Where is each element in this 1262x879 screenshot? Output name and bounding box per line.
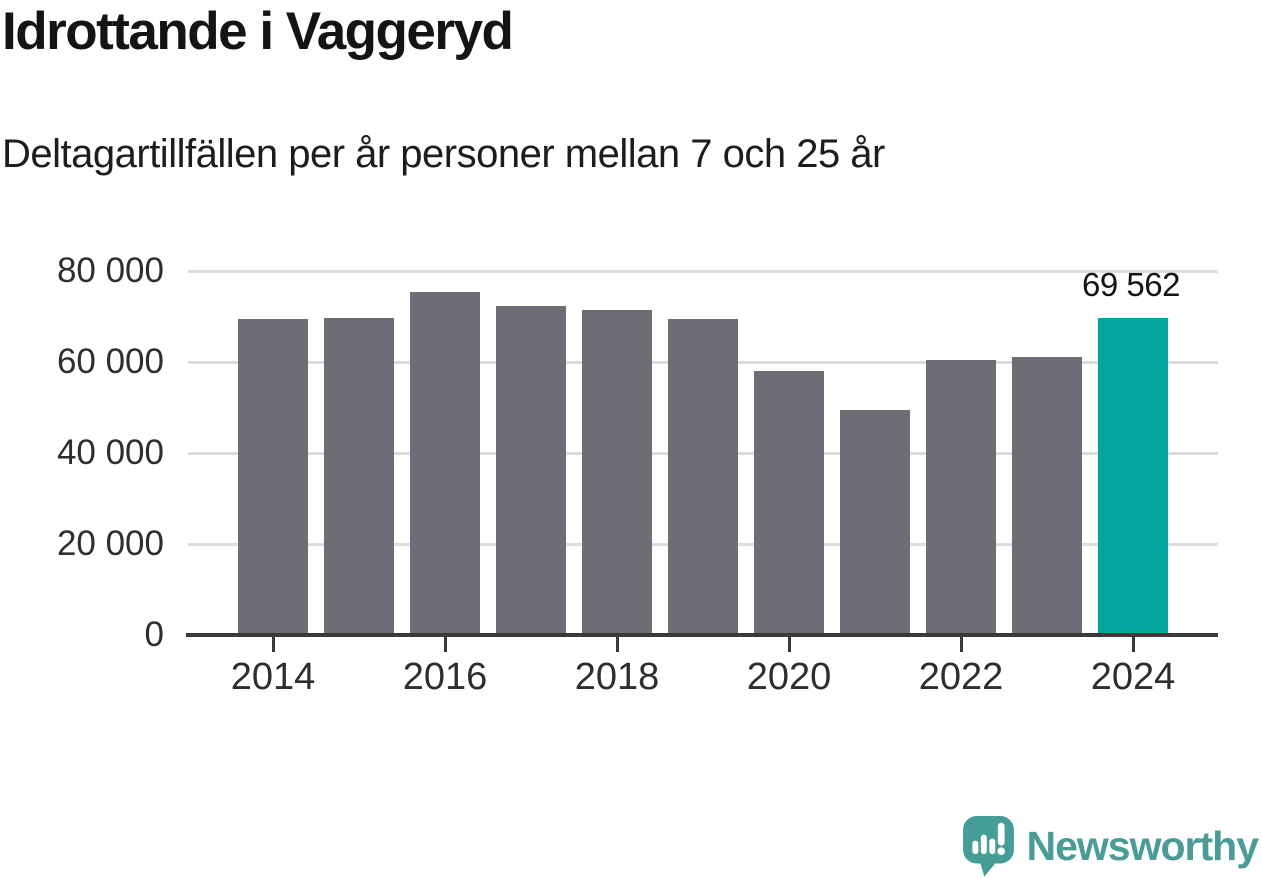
y-axis-tick-label: 20 000 <box>56 524 164 563</box>
x-axis-tick-label: 2018 <box>574 656 660 698</box>
x-axis-tick-2014 <box>271 637 275 652</box>
y-axis-tick-label: 80 000 <box>56 251 164 290</box>
x-axis-tick-2024 <box>1131 637 1135 652</box>
newsworthy-speech-bubble-bar-chart-icon <box>962 815 1014 877</box>
chart-subtitle: Deltagartillfällen per år personer mella… <box>2 132 885 176</box>
highlight-value-label: 69 562 <box>1082 266 1180 303</box>
bar-2019 <box>668 318 738 635</box>
brand-name: Newsworthy <box>1026 823 1259 869</box>
page-title: Idrottande i Vaggeryd <box>2 2 514 61</box>
x-axis-tick-2020 <box>787 637 791 652</box>
gridline-80000 <box>188 270 1218 273</box>
bar-2018 <box>582 309 652 635</box>
x-axis-tick-2022 <box>959 637 963 652</box>
bar-2016 <box>410 291 480 635</box>
newsworthy-brand: Newsworthy <box>962 815 1259 877</box>
bar-2015 <box>324 317 394 635</box>
bar-2021 <box>840 410 910 635</box>
bar-2014 <box>238 318 308 635</box>
x-axis-tick-label: 2020 <box>746 656 832 698</box>
bar-2020 <box>754 371 824 635</box>
bar-2022 <box>926 359 996 635</box>
y-axis-tick-label: 40 000 <box>56 433 164 472</box>
y-axis-tick-label: 0 <box>144 615 164 654</box>
bar-2023 <box>1012 357 1082 635</box>
bar-2017 <box>496 306 566 635</box>
x-axis-tick-2018 <box>615 637 619 652</box>
x-axis-line <box>186 633 1218 637</box>
x-axis-tick-label: 2024 <box>1090 656 1176 698</box>
x-axis-tick-label: 2016 <box>402 656 488 698</box>
x-axis-tick-label: 2022 <box>918 656 1004 698</box>
bar-2024 <box>1098 318 1168 635</box>
x-axis-tick-2016 <box>443 637 447 652</box>
y-axis-tick-label: 60 000 <box>56 342 164 381</box>
x-axis-tick-label: 2014 <box>230 656 316 698</box>
